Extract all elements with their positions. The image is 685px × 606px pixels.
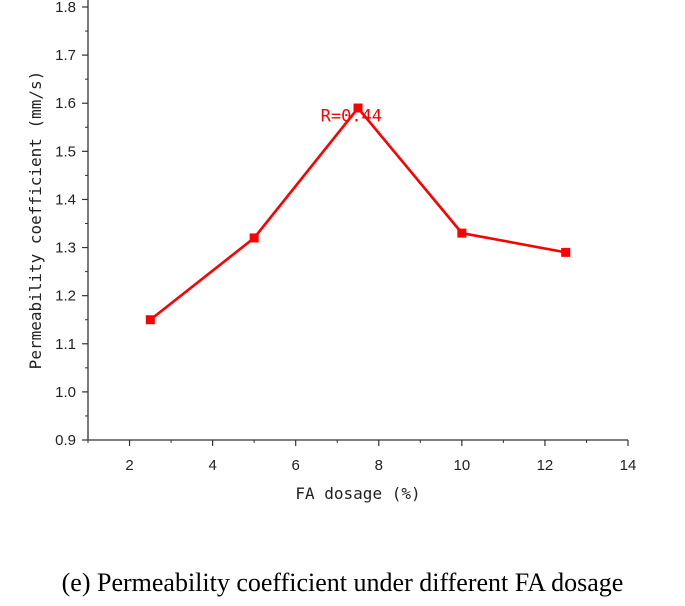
x-tick-label: 4 (208, 457, 216, 474)
y-tick-label: 1.5 (55, 143, 76, 160)
x-tick-label: 8 (375, 457, 383, 474)
x-tick-label: 2 (125, 457, 133, 474)
tick-labels: 0.9 1.0 1.1 1.2 1.3 1.4 1.5 1.6 1.7 1.8 2 4 6 8 10 12 14 (55, 0, 636, 474)
series-line (149, 105, 566, 321)
y-tick-label: 1.1 (55, 336, 76, 353)
y-axis-label: Permeability coefficient (mm/s) (26, 71, 45, 370)
x-tick-label: 6 (292, 457, 300, 474)
figure-caption: (e) Permeability coefficient under diffe… (61, 568, 624, 597)
data-point (457, 228, 467, 238)
x-tick-label: 10 (454, 457, 471, 474)
series-markers (145, 103, 571, 325)
data-point (353, 103, 363, 113)
data-point (561, 247, 571, 257)
annotation-label: R=0.44 (321, 106, 382, 126)
y-tick-label: 1.8 (55, 0, 76, 16)
y-tick-label: 1.7 (55, 47, 76, 64)
permeability-chart: 0.9 1.0 1.1 1.2 1.3 1.4 1.5 1.6 1.7 1.8 2 4 6 8 10 12 14… (26, 0, 636, 503)
y-tick-label: 1.3 (55, 240, 76, 257)
y-tick-label: 1.0 (55, 384, 76, 401)
x-tick-label: 14 (620, 457, 637, 474)
axes (87, 0, 628, 441)
y-tick-label: 1.2 (55, 288, 76, 305)
data-point (145, 315, 155, 325)
data-point (249, 233, 259, 243)
x-tick-label: 12 (537, 457, 554, 474)
x-axis-label: FA dosage (%) (295, 484, 420, 503)
y-tick-label: 1.4 (55, 191, 76, 208)
y-tick-label: 1.6 (55, 95, 76, 112)
y-tick-label: 0.9 (55, 432, 76, 449)
ticks (82, 6, 629, 446)
